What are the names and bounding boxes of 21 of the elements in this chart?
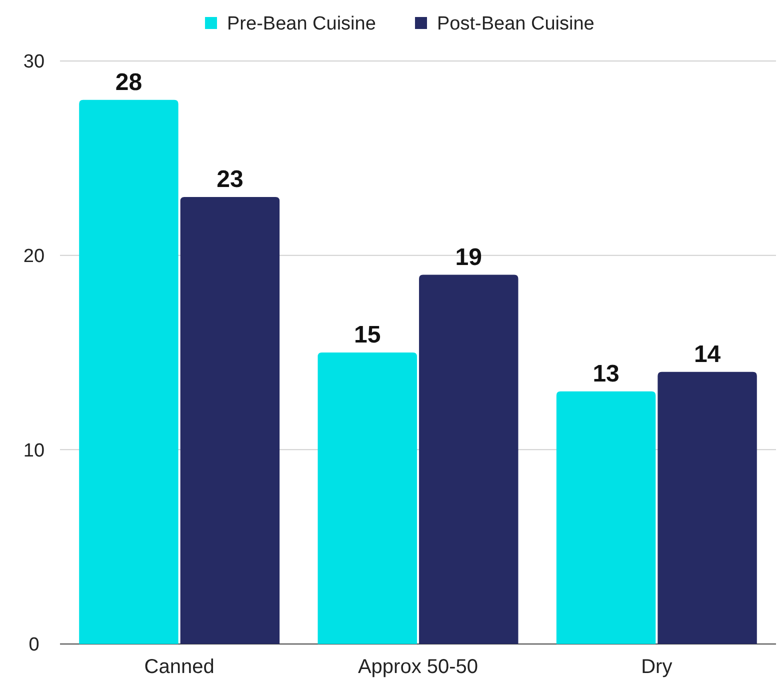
legend-label: Post-Bean Cuisine (437, 14, 594, 35)
data-label: 19 (455, 244, 482, 271)
bar (556, 391, 656, 644)
bar (180, 197, 280, 644)
x-tick-label: Dry (641, 656, 672, 678)
data-label: 15 (354, 322, 381, 348)
bar (79, 100, 178, 644)
data-label: 23 (216, 166, 244, 194)
data-label: 13 (592, 360, 620, 388)
x-tick-label: Canned (144, 656, 214, 678)
y-tick-label: 10 (23, 440, 45, 462)
bar (419, 274, 518, 644)
data-label: 28 (115, 68, 142, 96)
legend-label: Pre-Bean Cuisine (227, 14, 376, 35)
bar (318, 352, 417, 644)
y-tick-label: 20 (23, 246, 45, 267)
bar (658, 372, 757, 644)
y-tick-label: 0 (28, 634, 40, 656)
x-tick-label: Approx 50-50 (358, 656, 478, 678)
y-tick-label: 30 (23, 52, 45, 73)
data-label: 14 (694, 340, 722, 368)
